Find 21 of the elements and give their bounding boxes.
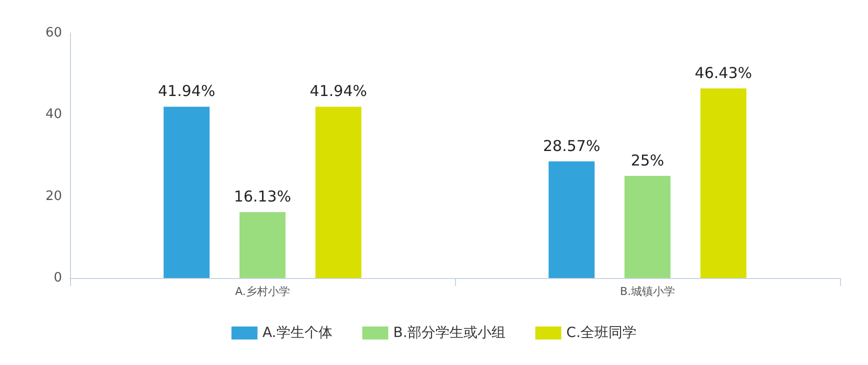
bar: [240, 212, 286, 278]
data-label: 25%: [630, 151, 664, 170]
bar: [700, 88, 746, 278]
bar: [315, 106, 362, 278]
legend-label: A.学生个体: [262, 325, 332, 341]
y-tick-label: 60: [45, 26, 62, 40]
bar: [548, 161, 595, 278]
data-label: 41.94%: [310, 82, 367, 100]
data-label: 41.94%: [158, 82, 216, 100]
y-tick-label: 40: [45, 107, 62, 122]
data-label: 28.57%: [543, 136, 600, 155]
y-tick-label: 20: [45, 188, 62, 204]
data-label: 46.43%: [694, 64, 752, 82]
legend-label: B.部分学生或小组: [393, 325, 506, 341]
data-label: 16.13%: [234, 188, 292, 206]
legend-label: C.全班同学: [566, 325, 637, 341]
bar: [624, 176, 670, 278]
bar: [164, 106, 210, 278]
x-tick-label: B.城镇小学: [620, 285, 676, 298]
x-tick-label: A.乡村小学: [235, 285, 290, 298]
y-tick-label: 0: [54, 270, 62, 286]
